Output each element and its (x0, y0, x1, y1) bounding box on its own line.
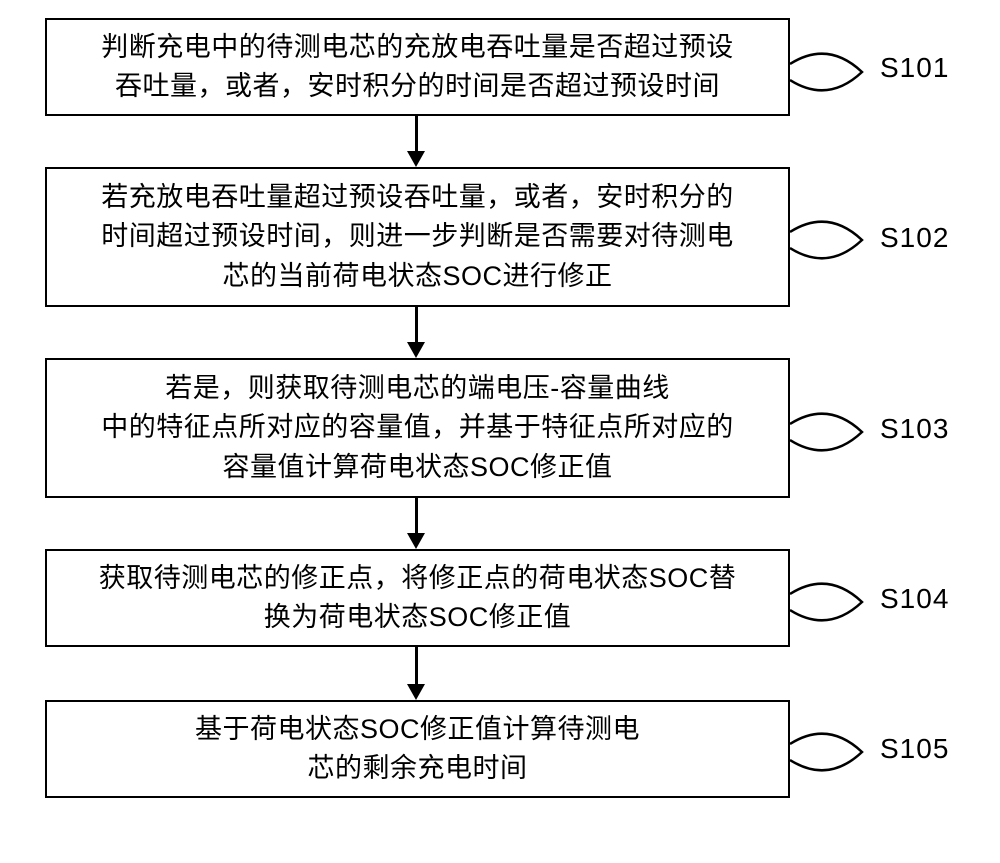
step-label-s105: S105 (880, 733, 949, 765)
step-label-s103: S103 (880, 413, 949, 445)
arrow-head-1 (407, 151, 425, 167)
step-text-s102: 若充放电吞吐量超过预设吞吐量，或者，安时积分的 时间超过预设时间，则进一步判断是… (101, 178, 734, 295)
step-label-s102: S102 (880, 222, 949, 254)
flowchart-canvas: 判断充电中的待测电芯的充放电吞吐量是否超过预设 吞吐量，或者，安时积分的时间是否… (0, 0, 1000, 863)
arrow-head-3 (407, 533, 425, 549)
step-box-s103: 若是，则获取待测电芯的端电压-容量曲线 中的特征点所对应的容量值，并基于特征点所… (45, 358, 790, 498)
step-text-s105: 基于荷电状态SOC修正值计算待测电 芯的剩余充电时间 (195, 710, 640, 788)
arrow-line-2 (415, 307, 418, 342)
step-box-s102: 若充放电吞吐量超过预设吞吐量，或者，安时积分的 时间超过预设时间，则进一步判断是… (45, 167, 790, 307)
step-box-s105: 基于荷电状态SOC修正值计算待测电 芯的剩余充电时间 (45, 700, 790, 798)
arrow-line-3 (415, 498, 418, 533)
arrow-head-4 (407, 684, 425, 700)
step-box-s101: 判断充电中的待测电芯的充放电吞吐量是否超过预设 吞吐量，或者，安时积分的时间是否… (45, 18, 790, 116)
connector-s105 (790, 730, 870, 774)
connector-s102 (790, 218, 870, 262)
arrow-line-4 (415, 647, 418, 684)
connector-s101 (790, 50, 870, 94)
connector-s103 (790, 410, 870, 454)
step-text-s101: 判断充电中的待测电芯的充放电吞吐量是否超过预设 吞吐量，或者，安时积分的时间是否… (101, 28, 734, 106)
arrow-line-1 (415, 116, 418, 151)
arrow-head-2 (407, 342, 425, 358)
step-box-s104: 获取待测电芯的修正点，将修正点的荷电状态SOC替 换为荷电状态SOC修正值 (45, 549, 790, 647)
step-label-s104: S104 (880, 583, 949, 615)
step-text-s104: 获取待测电芯的修正点，将修正点的荷电状态SOC替 换为荷电状态SOC修正值 (99, 559, 737, 637)
step-label-s101: S101 (880, 52, 949, 84)
connector-s104 (790, 580, 870, 624)
step-text-s103: 若是，则获取待测电芯的端电压-容量曲线 中的特征点所对应的容量值，并基于特征点所… (101, 369, 734, 486)
